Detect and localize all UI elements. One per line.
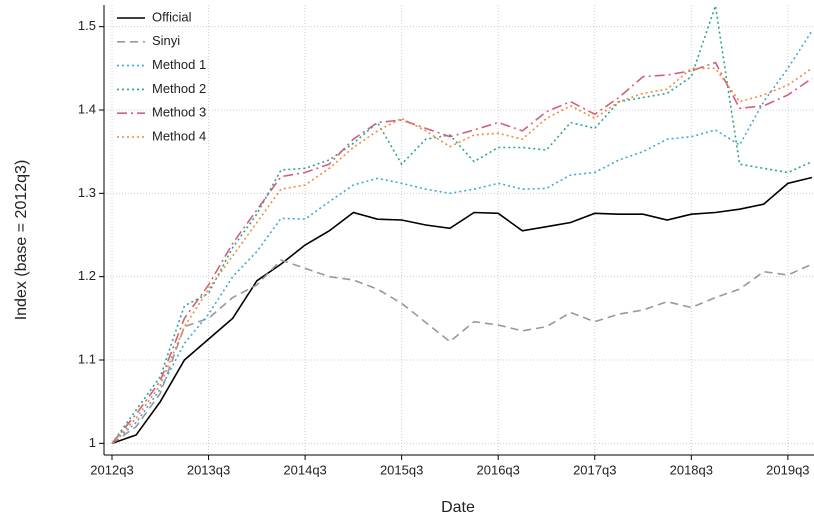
x-tick-label: 2018q3	[670, 462, 713, 477]
y-tick-label: 1.1	[78, 351, 96, 366]
x-tick-label: 2014q3	[283, 462, 326, 477]
x-tick-label: 2017q3	[573, 462, 616, 477]
x-axis-title: Date	[441, 499, 475, 516]
x-tick-label: 2012q3	[90, 462, 133, 477]
y-axis-title: Index (base = 2012q3)	[13, 160, 30, 321]
x-tick-label: 2016q3	[477, 462, 520, 477]
y-tick-label: 1.2	[78, 268, 96, 283]
series-line	[111, 5, 813, 444]
x-tick-label: 2019q3	[766, 462, 809, 477]
series-line	[111, 67, 813, 444]
legend-label: Sinyi	[152, 33, 180, 48]
series-line	[111, 176, 813, 445]
y-tick-label: 1.5	[78, 18, 96, 33]
x-tick-label: 2015q3	[380, 462, 423, 477]
series-line	[111, 30, 813, 444]
y-tick-label: 1	[89, 435, 96, 450]
legend-label: Method 3	[152, 105, 206, 120]
legend-label: Method 4	[152, 128, 206, 143]
y-tick-label: 1.3	[78, 185, 96, 200]
y-tick-label: 1.4	[78, 101, 96, 116]
x-tick-label: 2013q3	[187, 462, 230, 477]
legend-label: Official	[152, 9, 192, 24]
series-line	[111, 259, 813, 444]
legend-label: Method 1	[152, 57, 206, 72]
series-line	[111, 61, 813, 444]
legend-label: Method 2	[152, 81, 206, 96]
